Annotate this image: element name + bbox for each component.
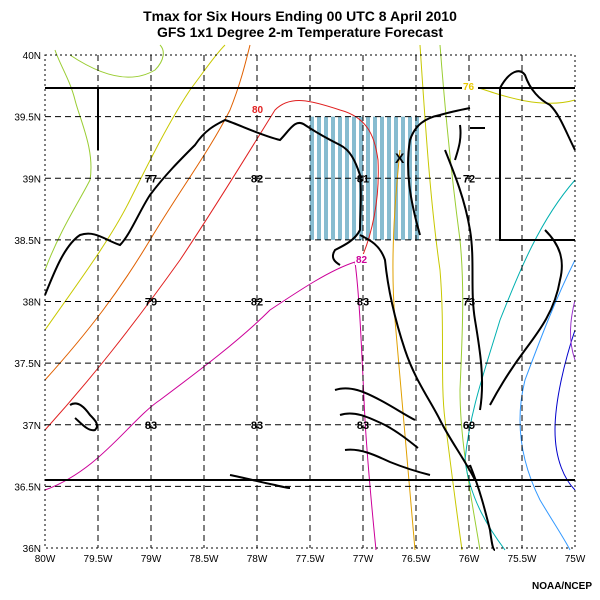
boundary-line <box>69 402 99 432</box>
grid-value: 82 <box>251 297 263 309</box>
boundary-line <box>489 229 563 406</box>
boundary-line <box>344 448 431 476</box>
contour-label: 80 <box>252 105 264 116</box>
grid-value: 81 <box>357 173 369 185</box>
y-tick-label: 36.5N <box>14 482 41 493</box>
y-tick-label: 37N <box>23 421 41 432</box>
highlight-stripe <box>352 116 356 240</box>
contour-label-bg <box>355 254 371 265</box>
boundary-line <box>444 149 484 411</box>
x-tick-label: 77.5W <box>296 554 325 565</box>
boundary-line <box>44 118 362 296</box>
map-title: Tmax for Six Hours Ending 00 UTC 8 April… <box>143 8 457 24</box>
grid-value: 83 <box>357 297 369 309</box>
grid-value: 83 <box>357 420 369 432</box>
x-tick-label: 77W <box>353 554 374 565</box>
location-marker: X <box>395 150 405 166</box>
contour-line <box>570 299 576 361</box>
boundary-line <box>359 234 476 481</box>
y-tick-label: 39N <box>23 174 41 185</box>
contour-line <box>44 100 379 431</box>
boundary-line <box>339 412 419 449</box>
contour-line <box>44 49 92 271</box>
contour-line <box>419 44 463 551</box>
contour-label-bg <box>251 104 267 115</box>
x-axis-labels: 80W 79.5W 79W 78.5W 78W 77.5W 77W 76.5W 76W 75.5W… <box>35 554 586 565</box>
grid-value: 73 <box>463 297 475 309</box>
grid-value: 69 <box>463 420 475 432</box>
grid-value: 82 <box>251 173 263 185</box>
map-subtitle: GFS 1x1 Degree 2-m Temperature Forecast <box>156 24 444 40</box>
x-tick-label: 79.5W <box>84 554 113 565</box>
grid-value: 79 <box>145 297 157 309</box>
contour-label: 82 <box>356 255 368 266</box>
highlight-stripe <box>380 116 384 240</box>
x-tick-label: 75.5W <box>508 554 537 565</box>
highlight-stripe <box>331 116 335 240</box>
grid-values: 77 82 81 72 79 82 83 73 83 83 83 69 <box>145 173 475 432</box>
contour-label: 76 <box>463 82 475 93</box>
contour-line <box>44 44 226 331</box>
contour-line <box>69 44 164 78</box>
contour-line <box>519 259 576 551</box>
boundary-line <box>407 107 471 236</box>
credit-text: NOAA/NCEP <box>531 581 592 592</box>
map-frame <box>44 54 576 549</box>
lat-lon-grid <box>45 55 575 548</box>
y-tick-label: 37.5N <box>14 359 41 370</box>
contour-line <box>554 329 576 491</box>
contour-line <box>44 44 251 381</box>
y-tick-label: 39.5N <box>14 113 41 124</box>
x-tick-label: 76W <box>459 554 480 565</box>
boundary-line <box>499 70 576 151</box>
contour-line <box>354 261 377 551</box>
x-tick-label: 80W <box>35 554 56 565</box>
contour-lines <box>44 44 576 551</box>
boundary-line <box>334 387 416 421</box>
highlight-stripe <box>310 116 314 240</box>
y-tick-label: 38.5N <box>14 236 41 247</box>
y-tick-label: 38N <box>23 298 41 309</box>
y-tick-label: 40N <box>23 51 41 62</box>
grid-value: 77 <box>145 173 157 185</box>
boundary-line <box>469 464 496 551</box>
grid-value: 83 <box>251 420 263 432</box>
boundary-line <box>454 124 462 161</box>
boundary-line <box>499 88 575 241</box>
y-axis-labels: 40N 39.5N 39N 38.5N 38N 37.5N 37N 36.5N 36N <box>14 51 41 555</box>
y-tick-label: 36N <box>23 544 41 555</box>
highlight-stripe <box>401 116 405 240</box>
contour-label-bg <box>462 81 478 92</box>
contour-line <box>392 149 416 551</box>
boundary-line <box>229 474 291 489</box>
x-tick-label: 79W <box>141 554 162 565</box>
x-tick-label: 75W <box>565 554 586 565</box>
grid-value: 83 <box>145 420 157 432</box>
x-tick-label: 78W <box>247 554 268 565</box>
x-tick-label: 78.5W <box>190 554 219 565</box>
x-tick-label: 76.5W <box>402 554 431 565</box>
grid-value: 72 <box>463 173 475 185</box>
